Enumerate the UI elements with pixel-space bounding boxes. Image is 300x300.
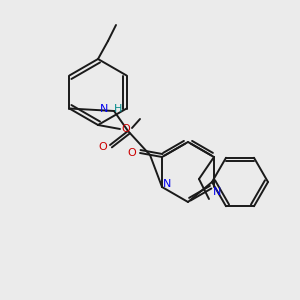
Text: H: H (114, 104, 122, 114)
Text: N: N (163, 179, 171, 189)
Text: O: O (99, 142, 107, 152)
Text: N: N (100, 104, 108, 114)
Text: O: O (128, 148, 136, 158)
Text: O: O (122, 124, 130, 134)
Text: N: N (213, 187, 221, 197)
